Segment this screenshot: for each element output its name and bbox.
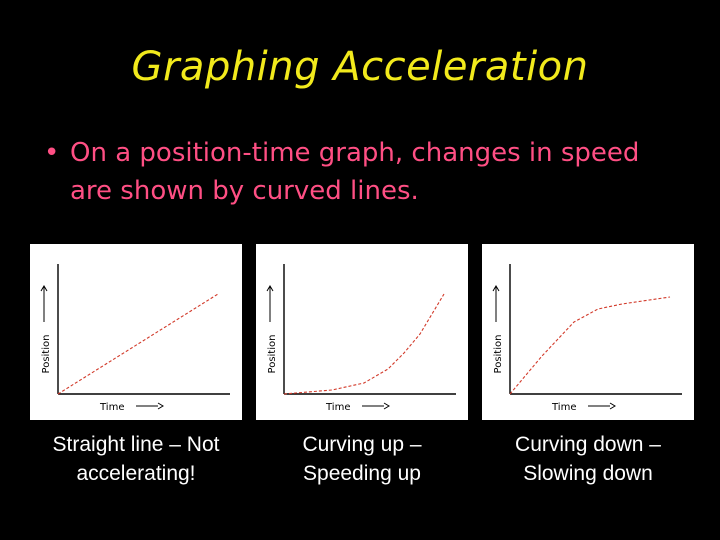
series-line (283, 293, 445, 395)
x-axis-label: Time (325, 402, 350, 413)
series-line (57, 293, 219, 395)
series-line (509, 296, 671, 395)
caption-curving-down: Curving down – Slowing down (482, 430, 694, 488)
caption-line: Curving down – (515, 433, 661, 456)
graph-panel-curving-down: Time Position (482, 244, 694, 420)
graph-panel-curving-up: Time Position (256, 244, 468, 420)
y-arrow-head (492, 285, 500, 292)
y-axis-label: Position (267, 335, 278, 374)
caption-line: Slowing down (523, 462, 653, 485)
graph-curving-up: Time Position (266, 264, 456, 413)
bullet-text: On a position-time graph, changes in spe… (70, 138, 640, 206)
x-axis-label: Time (551, 402, 576, 413)
y-axis-label: Position (41, 335, 52, 374)
caption-straight: Straight line – Not accelerating! (30, 430, 242, 488)
y-arrow-head (266, 285, 274, 292)
caption-line: accelerating! (76, 462, 196, 485)
x-arrow-head (383, 402, 390, 410)
bullet-marker: • (44, 138, 60, 168)
graph-straight: Time Position (40, 264, 230, 413)
bullet-point: • On a position-time graph, changes in s… (44, 134, 684, 210)
x-arrow-head (609, 402, 616, 410)
caption-line: Curving up – (302, 433, 422, 456)
y-axis-label: Position (493, 335, 504, 374)
x-arrow-head (157, 402, 164, 410)
caption-line: Straight line – Not (52, 433, 220, 456)
caption-line: Speeding up (303, 462, 421, 485)
graph-curving-down: Time Position (492, 264, 682, 413)
caption-curving-up: Curving up – Speeding up (256, 430, 468, 488)
y-arrow-head (40, 285, 48, 292)
slide-title: Graphing Acceleration (131, 44, 589, 90)
graph-panel-straight: Time Position (30, 244, 242, 420)
x-axis-label: Time (99, 402, 124, 413)
